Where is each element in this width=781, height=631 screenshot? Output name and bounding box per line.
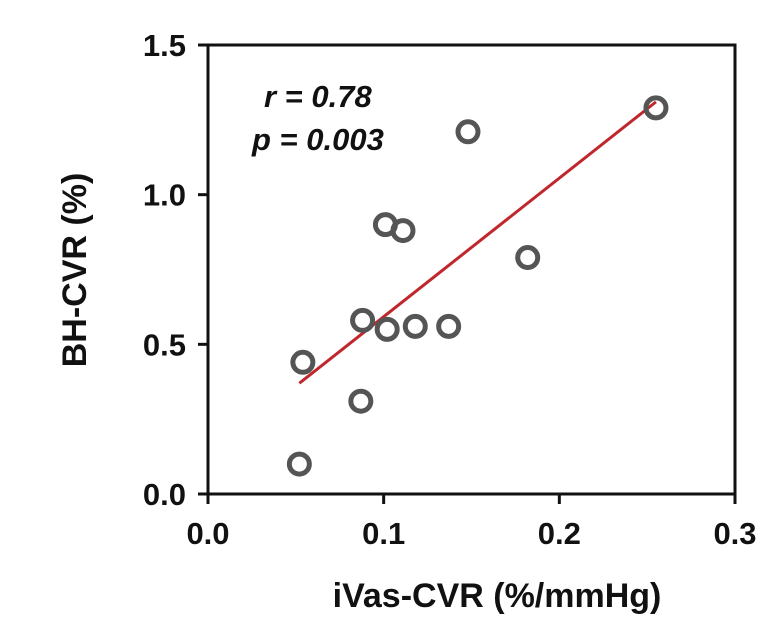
data-points: [286, 95, 669, 477]
y-tick-label: 0.5: [143, 327, 186, 362]
x-tick-label: 0.2: [538, 516, 581, 551]
x-tick-label: 0.0: [186, 516, 229, 551]
data-point: [390, 218, 416, 244]
y-tick-label: 1.5: [143, 28, 186, 63]
data-point: [350, 307, 376, 333]
y-tick-labels: 0.0 0.5 1.0 1.5: [143, 28, 186, 512]
data-point: [455, 119, 481, 145]
x-axis-title: iVas-CVR (%/mmHg): [333, 577, 662, 615]
data-point: [290, 349, 316, 375]
plot-frame: [206, 43, 737, 496]
data-point: [515, 245, 541, 271]
y-axis-title: BH-CVR (%): [56, 173, 94, 368]
p-value-annotation: p = 0.003: [251, 122, 384, 157]
x-tick-labels: 0.0 0.1 0.2 0.3: [186, 516, 756, 551]
data-point: [643, 95, 669, 121]
y-tick-label: 0.0: [143, 477, 186, 512]
data-point: [286, 451, 312, 477]
y-tick-label: 1.0: [143, 178, 186, 213]
tick-marks: [198, 43, 737, 504]
x-tick-label: 0.3: [713, 516, 756, 551]
fit-line-group: [298, 100, 657, 385]
x-tick-label: 0.1: [362, 516, 405, 551]
regression-line: [298, 100, 657, 385]
r-value-annotation: r = 0.78: [264, 79, 372, 114]
data-point: [374, 316, 400, 342]
data-point: [402, 313, 428, 339]
data-point: [436, 313, 462, 339]
data-point: [348, 388, 374, 414]
